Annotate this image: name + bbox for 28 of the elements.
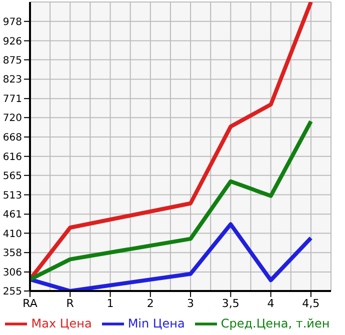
y-tick-label: 565 <box>2 170 22 182</box>
y-tick-label: 513 <box>2 190 22 202</box>
legend-label: Max Цена <box>31 316 92 330</box>
y-tick-label: 771 <box>2 94 22 106</box>
line-series <box>30 119 313 282</box>
x-tick-label: 2 <box>146 296 154 310</box>
y-tick-label: 306 <box>2 268 22 279</box>
y-tick-label: 461 <box>2 210 22 221</box>
x-tick-label: 1 <box>106 296 114 310</box>
x-tick-label: RA <box>22 296 38 310</box>
x-tick-label: 3,5 <box>222 296 240 310</box>
x-tick-label: 3 <box>187 296 194 310</box>
y-tick-label: 823 <box>2 74 22 86</box>
x-tick-label: 4,5 <box>302 296 320 310</box>
x-tick-label: 4 <box>267 296 274 310</box>
y-tick-label: 616 <box>2 152 22 163</box>
x-tick-label: R <box>66 296 74 310</box>
y-tick-label: 720 <box>2 113 22 124</box>
y-tick-label: 926 <box>2 36 22 48</box>
y-tick-label: 978 <box>2 16 22 28</box>
y-tick-label: 668 <box>2 132 22 144</box>
y-tick-label: 875 <box>2 55 22 66</box>
legend-label: Min Цена <box>128 316 185 330</box>
line-series <box>30 222 313 291</box>
y-tick-label: 358 <box>2 248 22 260</box>
y-tick-label: 255 <box>2 286 22 298</box>
legend-label: Сред.Цена, т.йен <box>220 316 330 330</box>
y-tick-label: 410 <box>2 228 22 240</box>
